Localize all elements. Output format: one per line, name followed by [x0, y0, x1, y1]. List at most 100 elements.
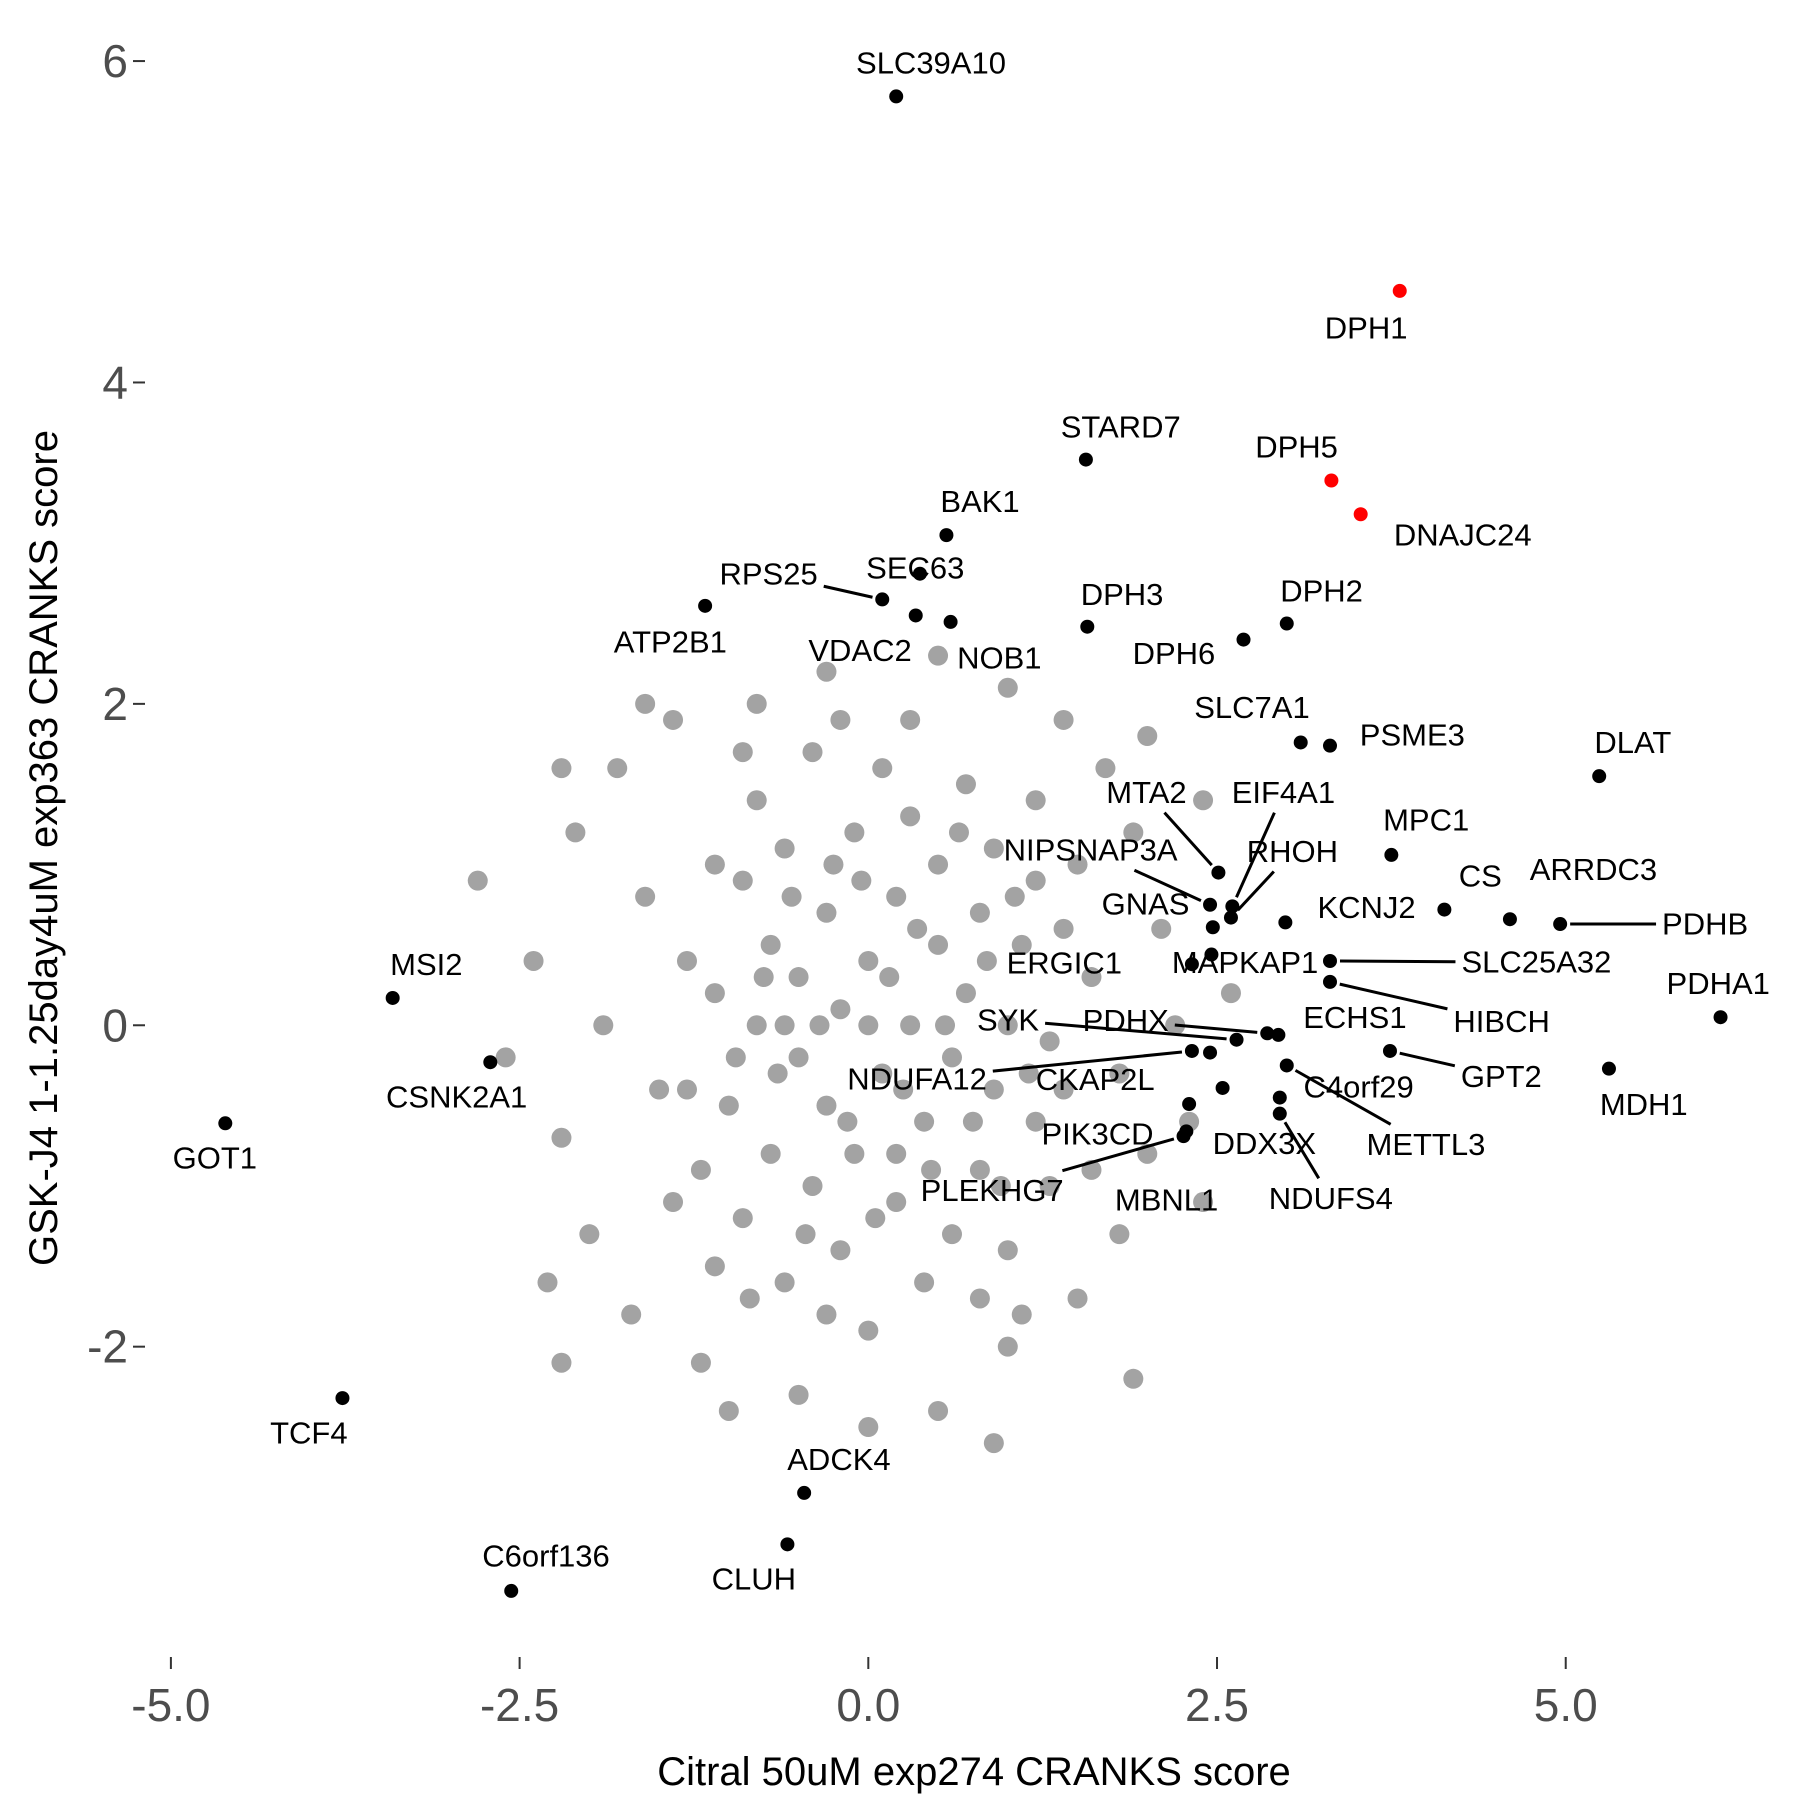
point-label: PDHB: [1662, 907, 1748, 942]
background-point: [830, 709, 851, 730]
background-point: [928, 645, 949, 666]
background-point: [676, 1079, 697, 1100]
background-point: [844, 822, 865, 843]
leader-line: [1061, 1137, 1175, 1173]
background-point: [865, 1208, 886, 1229]
background-point: [704, 983, 725, 1004]
highlight-point: [1322, 738, 1337, 753]
background-point: [593, 1015, 614, 1036]
background-point: [565, 822, 586, 843]
background-point: [725, 1047, 746, 1068]
background-point: [551, 1127, 572, 1148]
highlight-point: [1184, 957, 1199, 972]
background-point: [816, 902, 837, 923]
leader-line: [1133, 868, 1202, 902]
background-point: [928, 934, 949, 955]
background-point: [879, 967, 900, 988]
highlight-point: [797, 1485, 812, 1500]
background-point: [1109, 1063, 1130, 1084]
highlight-point: [1211, 865, 1226, 880]
y-tick-label: 6: [102, 35, 128, 87]
point-label: SEC63: [866, 550, 964, 585]
highlight-point: [1322, 953, 1337, 968]
x-tick-label: -5.0: [131, 1679, 210, 1731]
x-tick-label: 0.0: [836, 1679, 900, 1731]
background-point: [893, 1079, 914, 1100]
background-point: [663, 1192, 684, 1213]
background-point: [816, 1304, 837, 1325]
background-point: [914, 1272, 935, 1293]
background-point: [816, 661, 837, 682]
background-point: [781, 886, 802, 907]
background-point: [1081, 967, 1102, 988]
background-point: [788, 967, 809, 988]
background-point: [774, 1272, 795, 1293]
background-point: [955, 774, 976, 795]
background-point: [837, 1111, 858, 1132]
background-point: [976, 950, 997, 971]
background-point: [1011, 1304, 1032, 1325]
background-point: [1137, 726, 1158, 747]
background-point: [676, 950, 697, 971]
point-label: STARD7: [1061, 410, 1181, 445]
background-point: [649, 1079, 670, 1100]
highlight-point: [1225, 899, 1240, 914]
point-label: DNAJC24: [1394, 518, 1532, 553]
highlight-point: [1592, 769, 1607, 784]
background-point: [983, 1433, 1004, 1454]
background-point: [732, 1208, 753, 1229]
point-label: NOB1: [957, 640, 1041, 675]
point-label: SLC7A1: [1194, 690, 1309, 725]
highlight-point: [1713, 1010, 1728, 1025]
background-point: [788, 1384, 809, 1405]
highlight-point: [889, 89, 904, 104]
highlight-point: [1271, 1027, 1286, 1042]
highlight-point: [1601, 1061, 1616, 1076]
highlight-point: [1223, 910, 1238, 925]
point-label: ECHS1: [1303, 1000, 1406, 1035]
background-point: [537, 1272, 558, 1293]
point-label: RPS25: [719, 556, 817, 591]
background-point: [1067, 1288, 1088, 1309]
highlight-point: [504, 1583, 519, 1598]
background-point: [997, 1336, 1018, 1357]
leader-line: [1235, 812, 1276, 898]
point-label: TCF4: [270, 1415, 348, 1450]
background-point: [690, 1352, 711, 1373]
background-point: [635, 886, 656, 907]
point-label: GNAS: [1102, 887, 1190, 922]
background-point: [823, 854, 844, 875]
highlight-point: [1184, 1043, 1199, 1058]
highlight-point: [1437, 902, 1452, 917]
background-point: [886, 1143, 907, 1164]
background-point: [858, 1015, 879, 1036]
highlight-point: [1278, 915, 1293, 930]
point-label: C4orf29: [1304, 1070, 1414, 1105]
background-point: [921, 1159, 942, 1180]
point-label: MBNL1: [1115, 1182, 1218, 1217]
point-label: SYK: [977, 1003, 1039, 1038]
background-point: [1123, 822, 1144, 843]
background-point: [718, 1400, 739, 1421]
background-point: [1193, 1192, 1214, 1213]
point-label: MSI2: [390, 947, 462, 982]
background-point: [969, 1288, 990, 1309]
highlight-point: [1382, 1043, 1397, 1058]
background-point: [753, 967, 774, 988]
background-point: [1039, 1175, 1060, 1196]
background-point: [621, 1304, 642, 1325]
point-label: SLC25A32: [1461, 945, 1611, 980]
leader-line: [1044, 1021, 1227, 1041]
highlight-point: [1203, 897, 1218, 912]
highlight-point: [908, 608, 923, 623]
point-label: MDH1: [1600, 1087, 1688, 1122]
background-point: [1151, 918, 1172, 939]
x-tick-label: -2.5: [480, 1679, 559, 1731]
highlight-point: [780, 1537, 795, 1552]
background-point: [886, 1192, 907, 1213]
point-label: MTA2: [1106, 775, 1186, 810]
point-label: GPT2: [1461, 1059, 1542, 1094]
background-point: [1109, 1224, 1130, 1245]
y-tick-label: -2: [87, 1321, 128, 1373]
